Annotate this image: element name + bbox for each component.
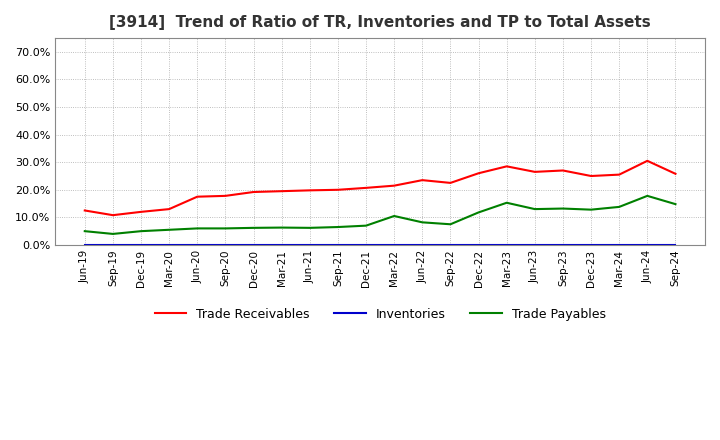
Trade Payables: [277, 225, 286, 230]
Inventories: [277, 242, 286, 247]
Inventories: [587, 242, 595, 247]
Trade Receivables: [671, 171, 680, 176]
Trade Receivables: [474, 171, 483, 176]
Inventories: [503, 242, 511, 247]
Trade Receivables: [109, 213, 117, 218]
Trade Payables: [531, 206, 539, 212]
Trade Receivables: [643, 158, 652, 164]
Trade Receivables: [446, 180, 455, 186]
Inventories: [418, 242, 427, 247]
Trade Receivables: [390, 183, 398, 188]
Trade Payables: [361, 223, 370, 228]
Inventories: [221, 242, 230, 247]
Trade Payables: [643, 193, 652, 198]
Inventories: [81, 242, 89, 247]
Trade Payables: [165, 227, 174, 232]
Trade Receivables: [559, 168, 567, 173]
Trade Receivables: [503, 164, 511, 169]
Trade Payables: [249, 225, 258, 231]
Trade Payables: [671, 202, 680, 207]
Trade Receivables: [615, 172, 624, 177]
Trade Receivables: [361, 185, 370, 191]
Trade Receivables: [305, 188, 314, 193]
Inventories: [446, 242, 455, 247]
Trade Payables: [503, 200, 511, 205]
Trade Payables: [446, 222, 455, 227]
Inventories: [305, 242, 314, 247]
Trade Payables: [305, 225, 314, 231]
Trade Payables: [109, 231, 117, 237]
Inventories: [137, 242, 145, 247]
Trade Receivables: [277, 188, 286, 194]
Trade Receivables: [81, 208, 89, 213]
Inventories: [249, 242, 258, 247]
Trade Receivables: [531, 169, 539, 175]
Trade Payables: [221, 226, 230, 231]
Trade Payables: [615, 204, 624, 209]
Inventories: [390, 242, 398, 247]
Inventories: [615, 242, 624, 247]
Inventories: [474, 242, 483, 247]
Trade Payables: [418, 220, 427, 225]
Trade Payables: [81, 228, 89, 234]
Inventories: [643, 242, 652, 247]
Inventories: [559, 242, 567, 247]
Inventories: [333, 242, 342, 247]
Title: [3914]  Trend of Ratio of TR, Inventories and TP to Total Assets: [3914] Trend of Ratio of TR, Inventories…: [109, 15, 651, 30]
Inventories: [165, 242, 174, 247]
Trade Receivables: [165, 206, 174, 212]
Inventories: [361, 242, 370, 247]
Trade Payables: [559, 206, 567, 211]
Inventories: [193, 242, 202, 247]
Line: Trade Receivables: Trade Receivables: [85, 161, 675, 215]
Trade Payables: [333, 224, 342, 230]
Trade Payables: [474, 210, 483, 215]
Trade Receivables: [249, 189, 258, 194]
Trade Receivables: [221, 193, 230, 198]
Trade Receivables: [193, 194, 202, 199]
Trade Receivables: [137, 209, 145, 214]
Line: Trade Payables: Trade Payables: [85, 196, 675, 234]
Trade Receivables: [587, 173, 595, 179]
Inventories: [671, 242, 680, 247]
Trade Payables: [390, 213, 398, 219]
Trade Receivables: [418, 177, 427, 183]
Inventories: [531, 242, 539, 247]
Trade Receivables: [333, 187, 342, 192]
Legend: Trade Receivables, Inventories, Trade Payables: Trade Receivables, Inventories, Trade Pa…: [150, 303, 611, 326]
Trade Payables: [137, 228, 145, 234]
Trade Payables: [587, 207, 595, 212]
Inventories: [109, 242, 117, 247]
Trade Payables: [193, 226, 202, 231]
